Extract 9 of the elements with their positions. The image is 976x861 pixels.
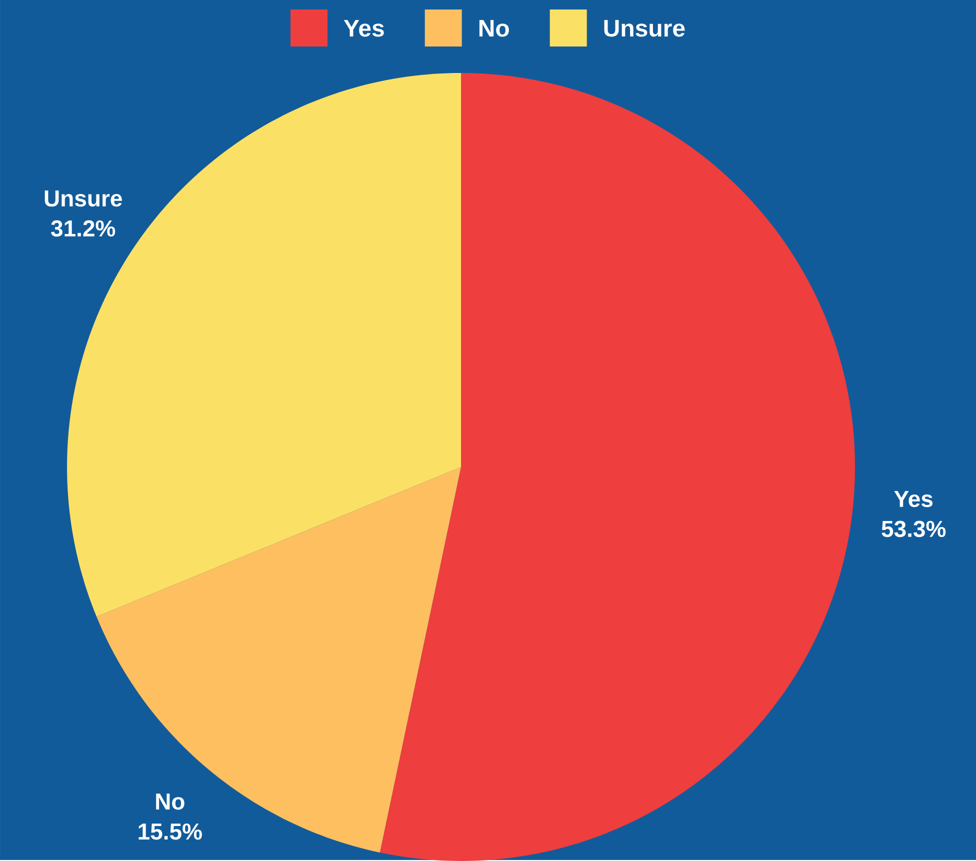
legend-label: No bbox=[479, 20, 509, 37]
slice-label: Yes bbox=[894, 491, 932, 508]
slice-label: No bbox=[156, 794, 184, 810]
data-label: 15.5% bbox=[138, 823, 202, 840]
data-label: 53.3% bbox=[882, 520, 946, 538]
data-label: 31.2% bbox=[51, 220, 116, 237]
slice-label: Unsure bbox=[44, 190, 122, 207]
legend-label: Unsure bbox=[604, 20, 685, 37]
legend-label: Yes bbox=[344, 20, 384, 37]
